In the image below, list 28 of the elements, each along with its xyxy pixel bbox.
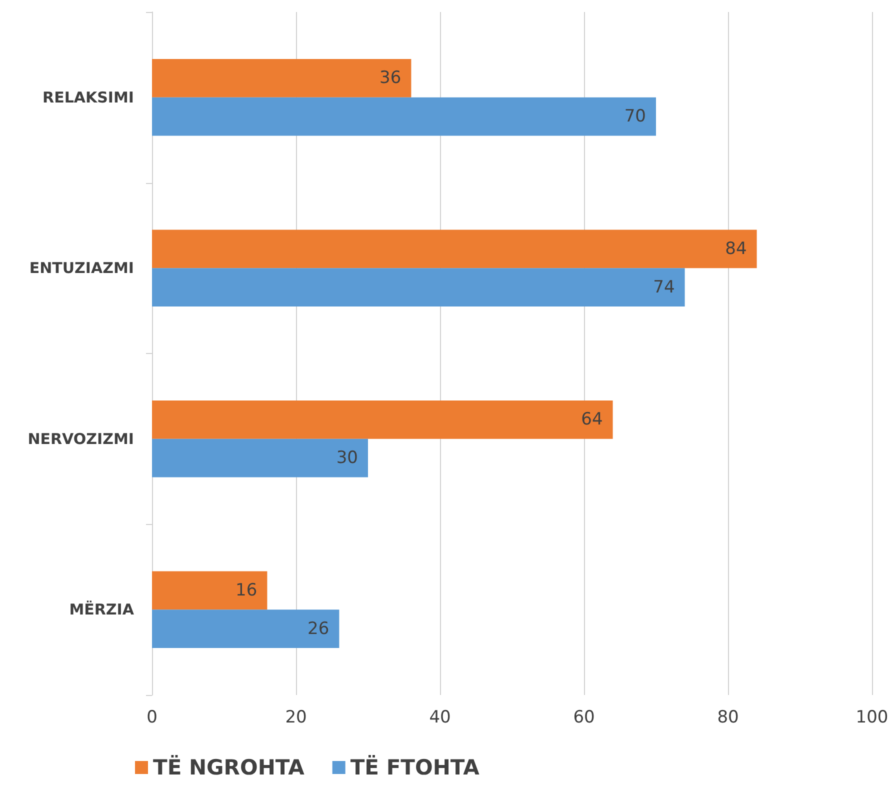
legend-label: TË FTOHTA [350,754,480,780]
x-tick-label: 100 [856,708,888,728]
x-tick-label: 0 [146,708,158,728]
y-tick-label: ENTUZIAZMI [29,259,134,278]
data-label: 16 [236,580,258,600]
data-label: 36 [380,68,402,88]
data-label: 74 [653,277,675,298]
bar [152,610,340,648]
bar [152,58,412,98]
x-tick-label: 80 [717,708,739,728]
x-tick-label: 60 [573,708,595,728]
data-label: 26 [308,618,330,639]
data-label: 30 [336,448,358,468]
data-label: 64 [581,410,603,430]
x-tick-label: 40 [429,708,451,728]
x-tick-label: 20 [285,708,307,728]
y-tick-label: RELAKSIMI [42,88,134,106]
y-tick-label: MËRZIA [69,600,134,619]
bar [152,571,268,610]
bar [152,400,613,439]
data-label: 84 [725,238,747,259]
bar [152,438,368,478]
bar [152,97,656,136]
legend-label: TË NGROHTA [153,754,306,780]
y-tick-label: NERVOZIZMI [28,430,134,448]
bar [152,230,757,268]
bar [152,268,685,307]
data-label: 70 [624,106,646,127]
